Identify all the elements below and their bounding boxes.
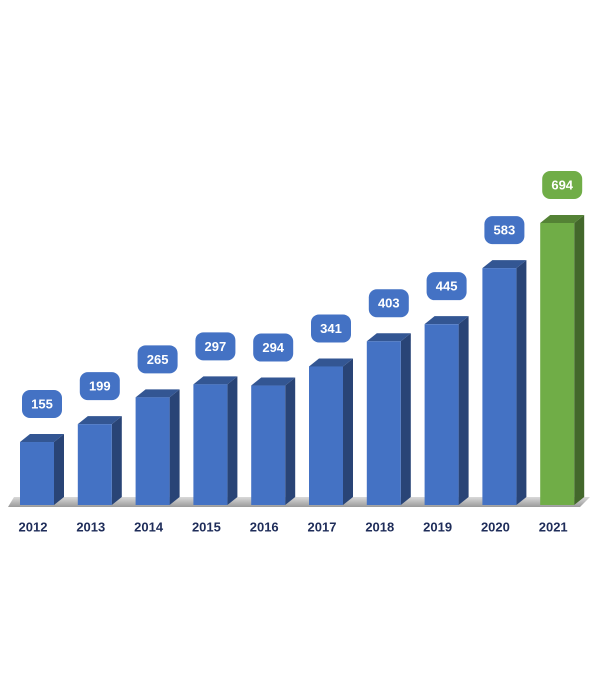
x-tick-label: 2018 xyxy=(365,519,394,534)
bar xyxy=(77,416,122,505)
x-tick-label: 2019 xyxy=(423,519,452,534)
bar-side xyxy=(400,333,411,505)
bar-side xyxy=(227,376,238,505)
bar xyxy=(251,377,296,505)
bar-front xyxy=(77,424,112,505)
bar-side xyxy=(574,215,585,505)
bar xyxy=(424,316,469,505)
x-tick-label: 2012 xyxy=(19,519,48,534)
bar xyxy=(366,333,411,505)
bar-front xyxy=(366,341,401,505)
data-label: 297 xyxy=(205,339,227,354)
bar xyxy=(540,215,585,505)
label-box xyxy=(253,333,294,362)
label-box xyxy=(195,332,236,361)
bar-side xyxy=(516,260,527,505)
bar-front xyxy=(20,442,54,505)
bar-front xyxy=(251,385,286,505)
data-label: 265 xyxy=(147,352,169,367)
bar-top xyxy=(193,376,238,385)
x-tick-label: 2015 xyxy=(192,519,221,534)
bar-top xyxy=(540,215,585,223)
bar-top xyxy=(424,316,469,325)
bar-side xyxy=(343,358,353,505)
label-box xyxy=(368,289,409,318)
bar-side xyxy=(111,416,122,505)
bar-side xyxy=(169,389,180,505)
data-label: 403 xyxy=(378,296,400,311)
data-label: 694 xyxy=(551,177,573,192)
bar-side xyxy=(54,434,64,505)
data-label: 294 xyxy=(262,340,284,355)
label-box xyxy=(137,345,178,374)
label-box xyxy=(542,171,583,199)
label-box xyxy=(79,372,120,401)
data-label: 445 xyxy=(436,279,458,294)
bar-side xyxy=(285,377,296,505)
bar-front xyxy=(482,268,517,505)
label-box xyxy=(311,314,351,343)
bar xyxy=(482,260,527,505)
bar xyxy=(20,434,64,505)
label-box xyxy=(426,272,467,301)
x-tick-label: 2020 xyxy=(481,519,510,534)
bar-top xyxy=(135,389,180,398)
bar-front xyxy=(309,366,343,505)
x-tick-label: 2021 xyxy=(539,519,568,534)
bar-top xyxy=(309,358,353,367)
label-box xyxy=(22,390,62,419)
label-box xyxy=(484,216,525,245)
bar xyxy=(309,358,353,505)
data-label: 341 xyxy=(320,321,342,336)
bar-top xyxy=(77,416,122,425)
data-label: 199 xyxy=(89,379,111,394)
bar-front xyxy=(193,384,228,505)
data-label: 155 xyxy=(31,396,53,411)
bar-front xyxy=(540,223,575,505)
bar xyxy=(135,389,180,505)
bar xyxy=(193,376,238,505)
x-tick-label: 2016 xyxy=(250,519,279,534)
bar-top xyxy=(482,260,527,269)
bar-top xyxy=(251,377,296,386)
bar-side xyxy=(458,316,469,505)
bar-top xyxy=(20,434,64,443)
bar-front xyxy=(135,397,170,505)
data-label: 583 xyxy=(494,223,516,238)
x-tick-label: 2014 xyxy=(134,519,164,534)
bar-front xyxy=(424,324,459,505)
x-tick-label: 2013 xyxy=(76,519,105,534)
bar-top xyxy=(366,333,411,342)
x-tick-label: 2017 xyxy=(308,519,337,534)
